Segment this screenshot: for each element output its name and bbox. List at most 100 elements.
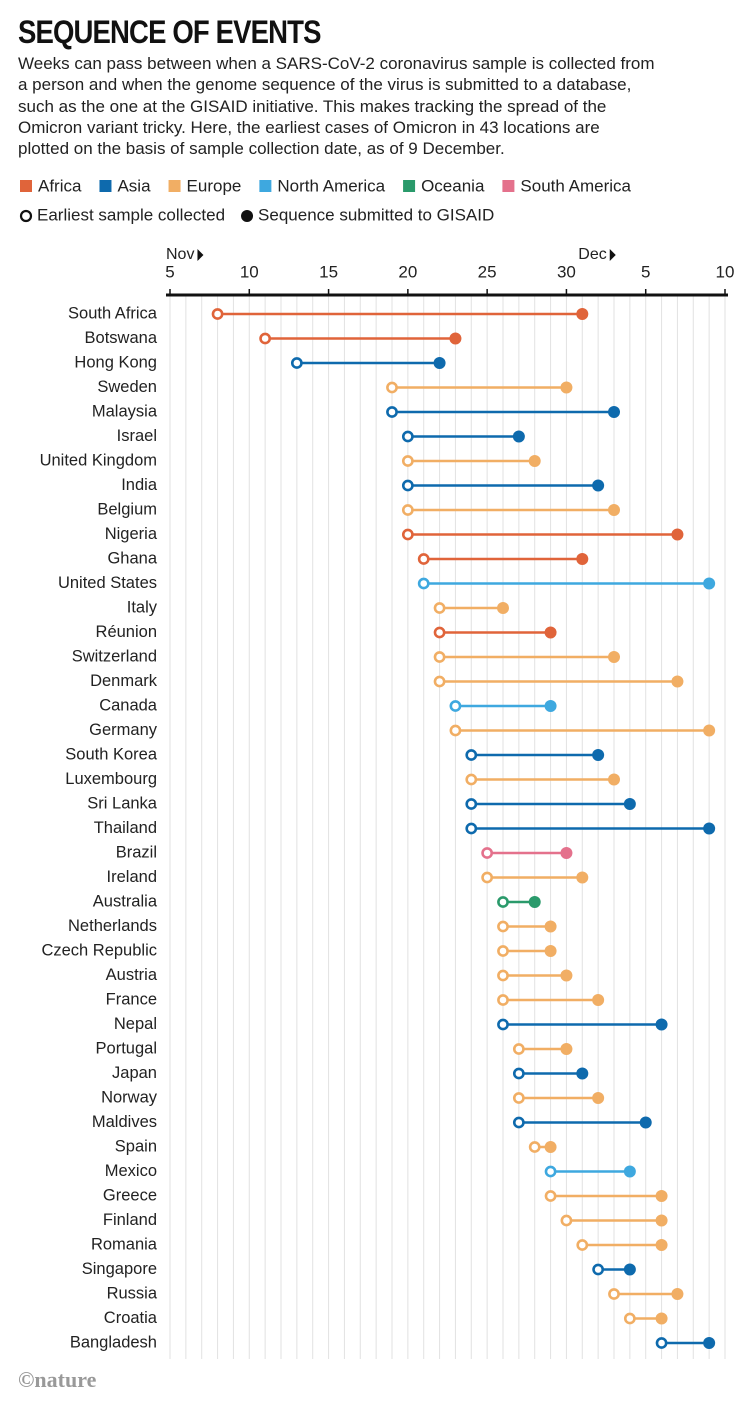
- legend-swatch: [403, 180, 416, 192]
- sequence-dot: [544, 920, 557, 933]
- y-tick-label: Australia: [93, 892, 158, 910]
- chart-subtitle: Weeks can pass between when a SARS-CoV-2…: [18, 53, 738, 159]
- y-tick-label: Germany: [89, 721, 158, 739]
- sample-dot: [433, 651, 446, 663]
- legend-swatch: [99, 180, 112, 192]
- x-tick-label: 20: [398, 262, 417, 281]
- sequence-dot: [703, 822, 716, 835]
- sequence-dot: [671, 675, 684, 688]
- sample-dot: [465, 749, 478, 761]
- legend-swatch: [168, 180, 181, 192]
- y-tick-label: Ireland: [107, 868, 157, 886]
- sequence-dot: [560, 381, 573, 394]
- sequence-dot: [544, 1141, 557, 1153]
- y-tick-label: United Kingdom: [40, 451, 157, 469]
- legend-label: South America: [520, 176, 631, 195]
- y-tick-label: Austria: [106, 966, 158, 984]
- sample-dot: [417, 577, 430, 590]
- sample-dot: [401, 479, 414, 492]
- y-tick-label: Belgium: [97, 500, 157, 518]
- y-tick-label: Netherlands: [68, 917, 157, 935]
- sample-dot: [528, 1141, 541, 1153]
- sample-dot: [497, 945, 509, 957]
- sequence-dot: [528, 896, 541, 908]
- sample-dot: [512, 1092, 525, 1104]
- sample-dot: [655, 1337, 668, 1349]
- sequence-dot: [592, 479, 605, 492]
- sequence-dot: [671, 1288, 684, 1300]
- legend-label: Oceania: [421, 176, 485, 195]
- y-tick-label: Greece: [103, 1186, 157, 1204]
- legend-label: North America: [277, 176, 385, 195]
- y-tick-label: Botswana: [85, 329, 158, 347]
- subtitle-line: Weeks can pass between when a SARS-CoV-2…: [18, 54, 655, 73]
- sample-dot: [544, 1190, 557, 1202]
- sequence-dot: [528, 455, 541, 467]
- y-tick-label: India: [121, 476, 158, 494]
- sequence-dot: [655, 1312, 668, 1325]
- legend-swatch: [20, 180, 32, 192]
- sample-dot: [544, 1165, 557, 1178]
- sequence-dot: [512, 430, 525, 443]
- y-tick-label: Thailand: [94, 819, 157, 837]
- sample-dot: [290, 357, 303, 369]
- y-tick-label: Réunion: [96, 623, 157, 641]
- legend-swatch: [502, 180, 515, 192]
- sample-dot: [592, 1263, 605, 1276]
- sample-dot: [481, 871, 494, 884]
- y-tick-label: Israel: [117, 427, 157, 445]
- x-tick-label: 15: [319, 262, 338, 281]
- legend-label: Asia: [117, 176, 151, 195]
- x-tick-label: 10: [716, 262, 735, 281]
- sequence-dot: [703, 1337, 716, 1349]
- y-tick-label: South Korea: [65, 745, 158, 763]
- sequence-dot: [433, 357, 446, 369]
- sequence-dot: [449, 332, 462, 345]
- sequence-dot: [576, 871, 589, 884]
- subtitle-line: such as the one at the GISAID initiative…: [18, 96, 607, 116]
- sample-dot: [465, 822, 478, 835]
- sample-dot: [259, 332, 272, 345]
- y-tick-label: Maldives: [92, 1113, 157, 1131]
- y-tick-label: Luxembourg: [65, 770, 157, 788]
- sample-dot: [433, 602, 446, 614]
- sample-dot: [417, 553, 430, 565]
- sample-dot: [401, 528, 414, 541]
- sequence-dot: [576, 553, 589, 565]
- y-tick-label: United States: [58, 574, 157, 592]
- sample-dot: [465, 798, 478, 810]
- sequence-dot: [544, 626, 557, 639]
- sequence-dot: [608, 406, 620, 418]
- sequence-dot: [639, 1116, 652, 1129]
- legend-marker: [241, 210, 254, 222]
- y-tick-label: Japan: [112, 1064, 157, 1082]
- legend-label: Earliest sample collected: [37, 205, 225, 224]
- sequence-dot: [544, 945, 557, 957]
- sequence-dot: [576, 308, 589, 320]
- legend-label: Africa: [38, 176, 82, 195]
- sample-dot: [433, 675, 446, 688]
- y-tick-label: Hong Kong: [74, 353, 157, 371]
- subtitle-line: a person and when the genome sequence of…: [18, 75, 632, 95]
- month-arrow: [609, 249, 616, 261]
- sample-dot: [560, 1214, 573, 1227]
- y-tick-label: Sri Lanka: [87, 794, 158, 812]
- sequence-dot: [655, 1018, 668, 1031]
- legend-label: Sequence submitted to GISAID: [258, 205, 494, 224]
- sequence-dot: [560, 847, 573, 859]
- sequence-dot: [560, 1043, 573, 1055]
- month-label: Nov: [166, 246, 194, 263]
- sequence-dot: [592, 994, 605, 1006]
- sample-dot: [401, 455, 414, 467]
- y-tick-label: Switzerland: [72, 647, 157, 665]
- sample-dot: [512, 1067, 525, 1080]
- sequence-dot: [623, 1165, 636, 1178]
- y-tick-label: South Africa: [68, 304, 158, 322]
- y-tick-label: Nepal: [114, 1015, 157, 1033]
- sequence-dot: [544, 700, 557, 712]
- y-tick-label: Malaysia: [92, 402, 158, 420]
- sample-dot: [497, 994, 509, 1006]
- sample-dot: [608, 1288, 620, 1300]
